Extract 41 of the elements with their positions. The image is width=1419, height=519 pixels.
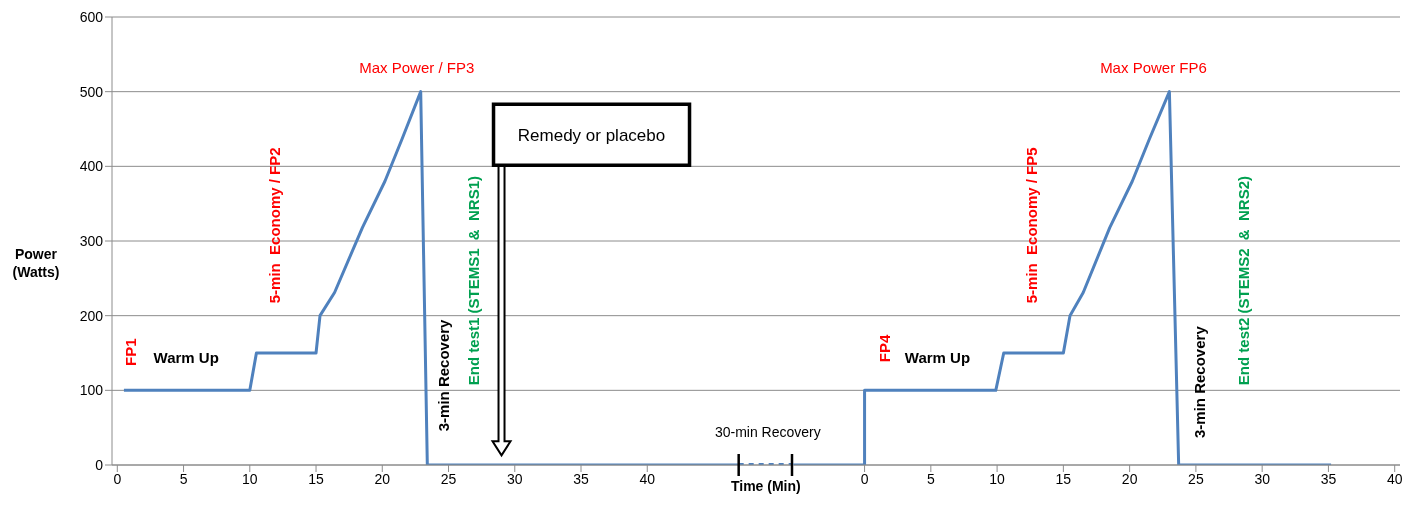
x-tick-label: 35 [573,470,590,487]
annotation: FP4 [875,334,893,363]
x-tick-label: 30 [1254,470,1271,487]
x-tick-label: 20 [374,470,391,487]
x-tick-label: 5 [926,470,935,487]
annotation: Max Power / FP3 [359,59,475,77]
x-tick-label: 0 [860,470,869,487]
x-tick-label: 30 [506,470,523,487]
annotation: 5-min Economy / FP5 [1023,147,1041,304]
y-tick-label: 0 [95,456,104,473]
y-tick-label: 100 [79,382,104,399]
x-tick-label: 10 [242,470,258,487]
x-tick-label: 5 [179,470,188,487]
y-tick-label: 200 [79,307,104,324]
x-tick-label: 10 [989,470,1006,487]
x-axis-title: Time (Min) [730,478,801,494]
x-tick-label: 20 [1121,470,1138,487]
y-tick-label: 400 [79,158,104,175]
x-tick-label: 35 [1320,470,1337,487]
annotation: Warm Up [153,348,219,366]
x-tick-label: 40 [1386,470,1403,487]
x-tick-label: 0 [113,470,122,487]
x-tick-label: 40 [639,470,656,487]
y-axis-title: Power (Watts) [12,245,60,280]
annotation: 5-min Economy / FP2 [266,147,284,304]
x-tick-label: 15 [1055,470,1072,487]
annotation: 3-min Recovery [434,318,452,432]
annotation: End test2 (STEMS2 & NRS2) [1235,175,1253,386]
annotation: FP1 [122,338,140,367]
y-tick-label: 600 [79,8,104,25]
y-tick-label: 300 [79,232,104,249]
annotation: 3-min Recovery [1191,325,1209,438]
annotation: Warm Up [904,348,971,366]
annotation: Max Power FP6 [1100,59,1207,77]
annotation: Remedy or placebo [517,126,666,146]
annotation: End test1 (STEMS1 & NRS1) [465,175,483,386]
x-tick-label: 15 [308,470,325,487]
x-tick-label: 25 [1188,470,1204,487]
x-tick-label: 25 [440,470,457,487]
y-tick-label: 500 [79,83,104,100]
annotation: 30-min Recovery [714,424,821,441]
